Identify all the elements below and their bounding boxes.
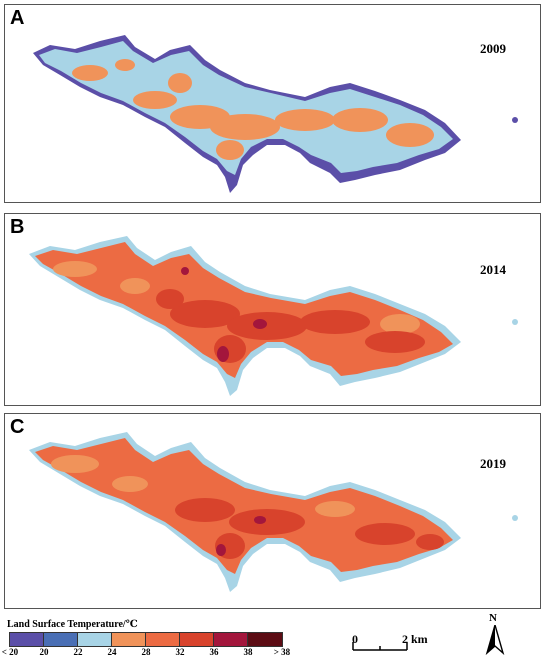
hottest-patches (216, 516, 266, 556)
legend-swatch (112, 633, 146, 646)
legend-tick-label: 28 (141, 647, 151, 657)
legend-swatch (78, 633, 112, 646)
scale-bar (352, 642, 408, 651)
north-arrow-icon (485, 625, 505, 655)
island-body (35, 242, 453, 378)
panel-label: A (10, 7, 25, 29)
legend-tick-label: 36 (209, 647, 219, 657)
map-panel-a: A 2009 (4, 4, 541, 203)
year-label: 2019 (480, 456, 506, 471)
island-shape-cool (39, 41, 453, 175)
legend-swatch (180, 633, 214, 646)
scale-start-label: 0 (352, 632, 358, 646)
hottest-patches (181, 267, 267, 362)
panel-label: B (10, 216, 25, 238)
legend-tick-label: 24 (107, 647, 117, 657)
warm-patches (72, 59, 434, 160)
north-label: N (489, 612, 497, 624)
map-panel-b: B 2014 (4, 213, 541, 406)
year-label: 2014 (480, 262, 506, 277)
lst-map-2014 (29, 236, 518, 396)
legend-title: Land Surface Temperature/℃ (7, 619, 138, 630)
legend-swatch (44, 633, 78, 646)
year-label: 2009 (480, 41, 506, 56)
scale-end-label: 2 km (402, 632, 428, 646)
lst-map-2019 (29, 432, 518, 592)
legend-tick-label: 20 (39, 647, 49, 657)
lst-map-2009 (33, 35, 518, 193)
warm-patches (51, 455, 355, 517)
map-panel-c: C 2019 (4, 413, 541, 609)
island-body (35, 438, 453, 574)
legend-swatch (146, 633, 180, 646)
hot-patches (156, 289, 425, 363)
warm-patches (53, 261, 420, 334)
panel-label: C (10, 416, 25, 438)
legend-tick-label: 32 (175, 647, 185, 657)
legend-tick-label: > 38 (273, 647, 291, 657)
north-arrow: N (483, 612, 507, 655)
legend-swatch (248, 633, 282, 646)
legend-swatch (10, 633, 44, 646)
legend-swatch (214, 633, 248, 646)
legend-tick-label: 22 (73, 647, 83, 657)
legend-color-bar (9, 632, 283, 647)
legend-tick-label: < 20 (1, 647, 19, 657)
legend-tick-label: 38 (243, 647, 253, 657)
hot-patches (175, 498, 444, 559)
